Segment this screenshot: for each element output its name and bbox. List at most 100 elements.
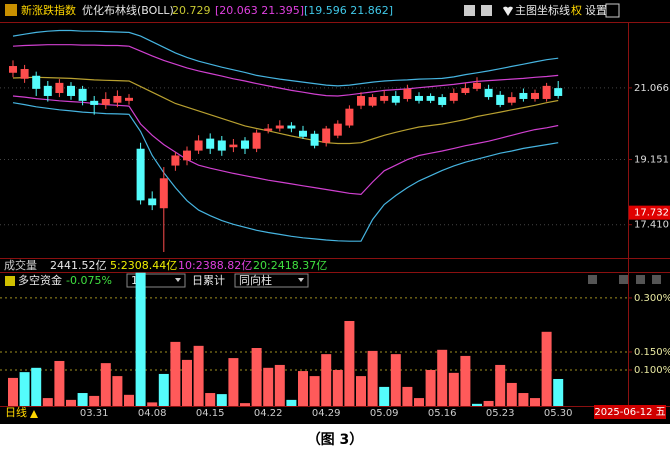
candle-body (507, 97, 516, 103)
candle-body (554, 88, 563, 96)
candle-body (136, 148, 145, 201)
symbol-icon (5, 4, 17, 16)
candle-body (287, 125, 296, 129)
indicator[interactable]: 优化布林线(BOLL) (82, 3, 174, 17)
bar (344, 320, 355, 406)
plus-button[interactable] (464, 5, 475, 16)
bar (367, 350, 378, 406)
bar (100, 363, 111, 406)
bar (286, 399, 297, 406)
candle-body (217, 140, 226, 151)
bar (31, 367, 42, 406)
control: 日累计 (192, 274, 225, 287)
candle-body (368, 97, 377, 106)
bar (205, 393, 216, 406)
bar (553, 378, 564, 406)
candle-body (229, 144, 238, 148)
candle-body (252, 132, 261, 149)
y-tick-label: 0.300% (634, 293, 670, 304)
caption: （图 3） (307, 432, 364, 448)
bar (437, 349, 448, 406)
bar (309, 376, 320, 406)
bar (112, 376, 123, 406)
bar (332, 369, 343, 406)
panel-title: 多空资金 (18, 273, 62, 287)
bar (448, 372, 459, 406)
bar (89, 395, 100, 406)
candle-body (542, 85, 551, 99)
bar (263, 367, 274, 406)
x-tick-label: 04.08 (138, 408, 167, 419)
candle-body (438, 97, 447, 105)
candle-body (206, 138, 215, 149)
up-button[interactable] (605, 3, 620, 18)
candle-body (67, 85, 75, 96)
candle-body (90, 100, 99, 105)
candle-body (484, 88, 493, 98)
bar (193, 345, 204, 406)
y-tick-label: 17.410 (634, 220, 669, 231)
candle-body (171, 155, 180, 166)
button[interactable]: 设置 (585, 4, 607, 17)
bar (298, 371, 308, 406)
bar (124, 394, 134, 406)
frame (0, 22, 670, 407)
minus-button[interactable] (481, 5, 492, 16)
bar (274, 364, 285, 406)
button[interactable]: 主图 (515, 4, 537, 17)
x-tick-label: 04.22 (254, 408, 283, 419)
period[interactable]: 日线 (5, 405, 27, 419)
help-icon[interactable] (5, 276, 15, 286)
y-tick-label: 0.150% (634, 347, 670, 358)
volume-value: 20:2418.37亿 (253, 259, 327, 272)
date: 2025-06-12 五 (594, 407, 665, 418)
candle-body (333, 123, 342, 136)
candle-body (473, 82, 481, 89)
candle-body (183, 150, 191, 161)
symbol: 新涨跌指数 (21, 3, 76, 17)
candle-body (264, 128, 273, 131)
bar (135, 272, 146, 406)
bar (228, 358, 239, 406)
y-tick-label: 19.151 (634, 155, 669, 166)
x-tick-label: 04.15 (196, 408, 225, 419)
candle-body (113, 95, 122, 103)
x-tick-label: 05.23 (486, 408, 515, 419)
boll-band2: [19.596 21.862] (304, 4, 393, 17)
x-tick-label: 03.31 (80, 408, 109, 419)
bar (158, 373, 169, 406)
candle-body (415, 95, 423, 101)
candle-body (426, 95, 435, 101)
candle-body (32, 75, 41, 89)
bar (170, 341, 181, 406)
volume-value: 5:2308.44亿 (110, 259, 177, 272)
volume-label: 成交量 (4, 258, 37, 272)
select[interactable] (234, 273, 309, 288)
bar (8, 377, 18, 406)
boll-band1: [20.063 21.395] (215, 4, 304, 17)
bar (472, 403, 482, 406)
volume-value: 2441.52亿 (50, 259, 107, 272)
bar (390, 354, 401, 406)
bar (414, 398, 424, 406)
candle-body (403, 88, 412, 99)
volume-info: 成交量 2441.52亿 5:2308.44亿 10:2388.82亿 20:2418.… (4, 258, 327, 272)
candle-body (159, 178, 168, 209)
candle-body (43, 85, 52, 96)
button[interactable]: 权 (571, 4, 582, 17)
bar (182, 359, 192, 406)
button[interactable]: 坐标线 (537, 3, 570, 17)
bar (506, 382, 517, 406)
candle-body (391, 95, 400, 103)
y-tick-label: 0.100% (634, 365, 670, 376)
candle-body (310, 133, 319, 146)
candle-body (299, 130, 307, 137)
heart-button[interactable] (503, 6, 513, 17)
candle-body (125, 97, 133, 101)
candle-body (55, 82, 64, 93)
band-line (12, 44, 559, 97)
bar (530, 398, 540, 406)
bar (54, 360, 65, 406)
x-tick-label: 05.16 (428, 408, 457, 419)
